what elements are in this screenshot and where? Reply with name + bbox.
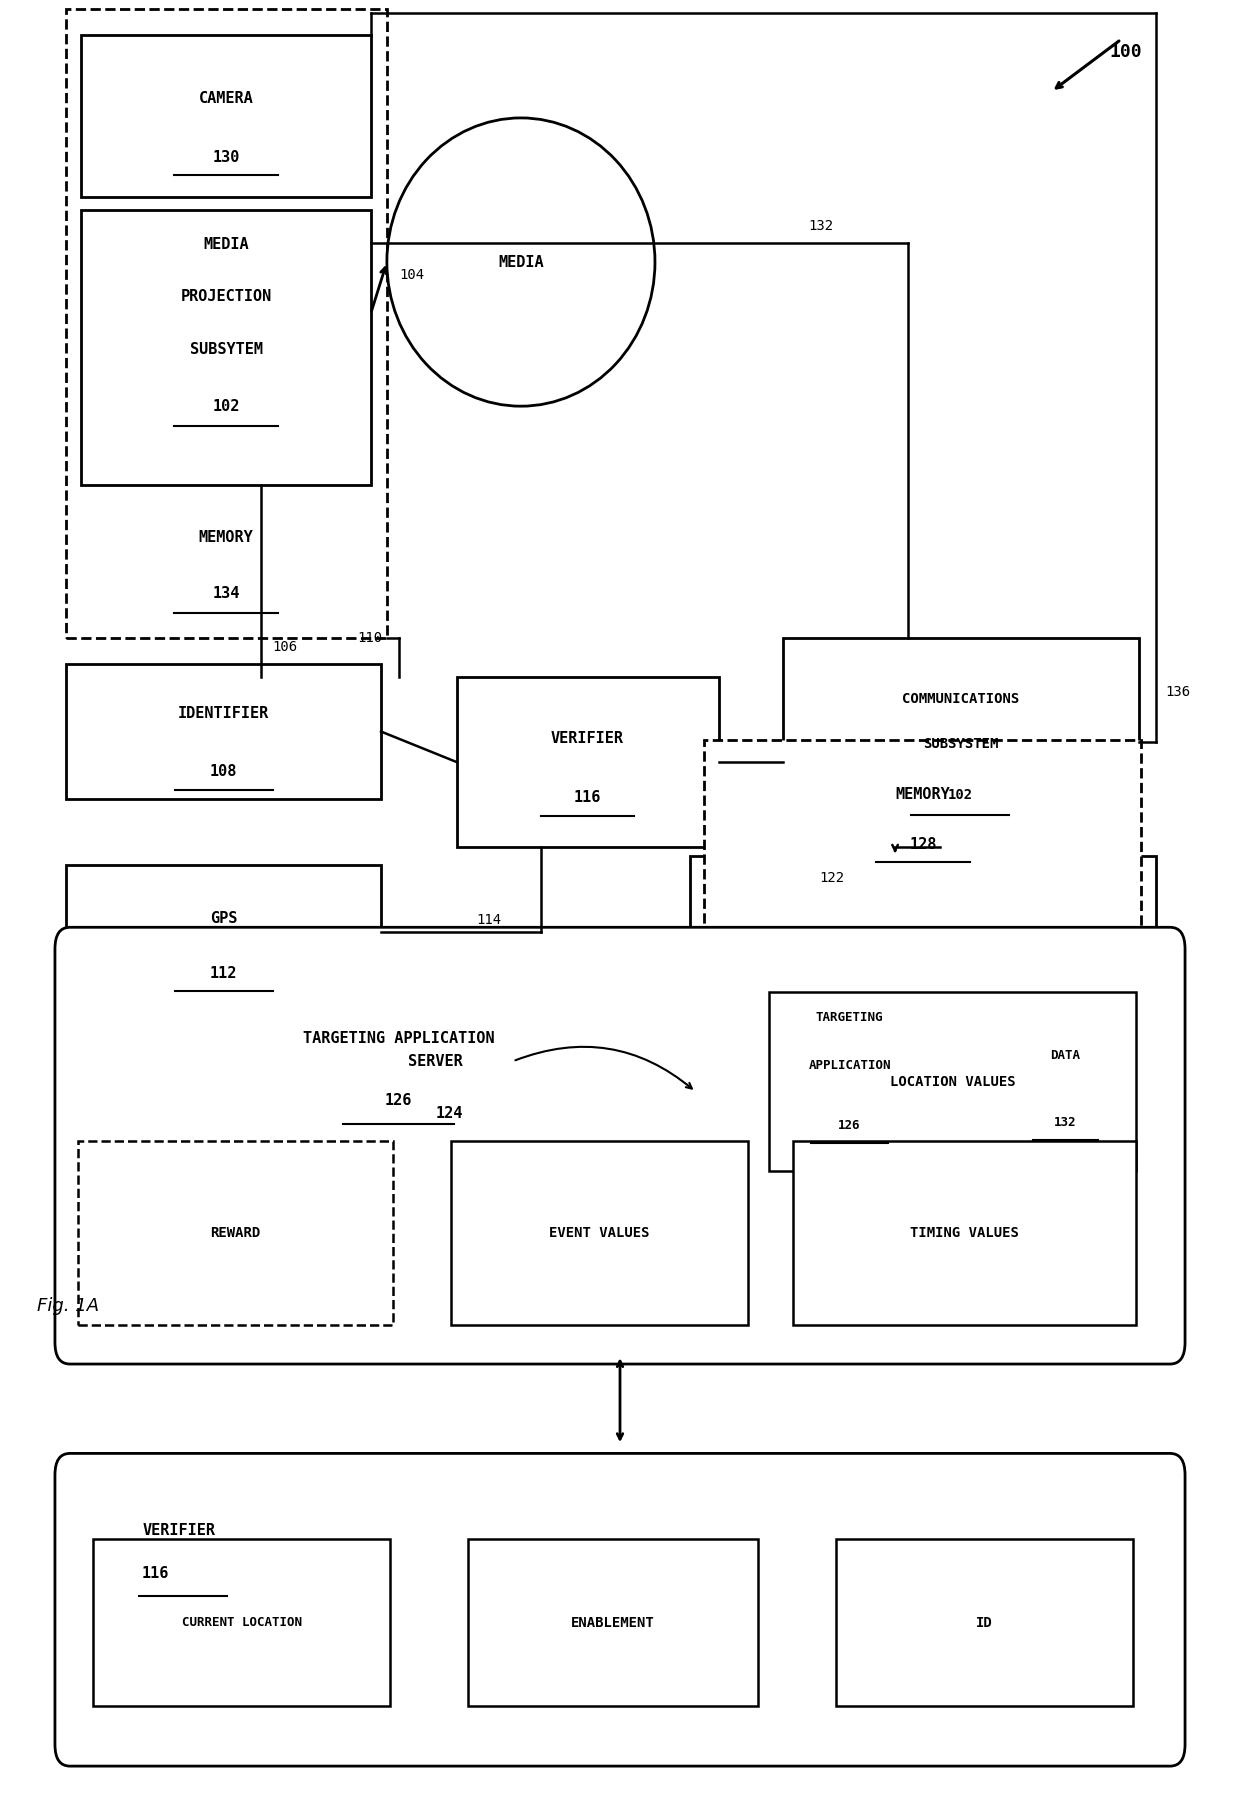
- Text: 102: 102: [947, 787, 973, 801]
- Text: 116: 116: [574, 791, 601, 805]
- Text: 104: 104: [399, 268, 425, 283]
- Text: 114: 114: [476, 913, 502, 928]
- Text: COMMUNICATIONS: COMMUNICATIONS: [901, 692, 1019, 706]
- Text: 108: 108: [210, 764, 237, 778]
- FancyBboxPatch shape: [55, 928, 1185, 1363]
- Text: MEDIA: MEDIA: [203, 238, 249, 252]
- FancyBboxPatch shape: [469, 1540, 758, 1706]
- FancyBboxPatch shape: [82, 209, 371, 484]
- Text: 128: 128: [909, 837, 936, 852]
- FancyBboxPatch shape: [451, 1142, 748, 1326]
- FancyBboxPatch shape: [769, 992, 1136, 1171]
- FancyBboxPatch shape: [67, 9, 387, 638]
- Ellipse shape: [387, 117, 655, 407]
- FancyBboxPatch shape: [711, 991, 988, 1196]
- Text: 132: 132: [1054, 1117, 1076, 1129]
- FancyBboxPatch shape: [784, 638, 1138, 846]
- Text: ID: ID: [976, 1615, 993, 1630]
- Text: IDENTIFIER: IDENTIFIER: [179, 706, 269, 720]
- Text: VERIFIER: VERIFIER: [143, 1524, 215, 1538]
- Text: 110: 110: [358, 630, 383, 645]
- Text: MEDIA: MEDIA: [498, 254, 543, 270]
- Text: 100: 100: [1110, 43, 1142, 61]
- FancyBboxPatch shape: [836, 1540, 1133, 1706]
- Text: 126: 126: [384, 1093, 412, 1108]
- Text: TARGETING: TARGETING: [816, 1010, 883, 1025]
- Text: 122: 122: [820, 872, 844, 886]
- Text: SUBSYSTEM: SUBSYSTEM: [923, 737, 998, 751]
- FancyBboxPatch shape: [82, 34, 371, 196]
- FancyBboxPatch shape: [704, 740, 1141, 974]
- Text: 112: 112: [210, 967, 237, 982]
- Text: 126: 126: [838, 1118, 861, 1131]
- Text: 116: 116: [143, 1565, 170, 1581]
- FancyBboxPatch shape: [996, 991, 1135, 1196]
- FancyBboxPatch shape: [67, 864, 381, 1000]
- Text: 106: 106: [273, 639, 298, 654]
- Text: ENABLEMENT: ENABLEMENT: [572, 1615, 655, 1630]
- Text: 130: 130: [212, 149, 239, 164]
- Text: SERVER: SERVER: [408, 1054, 463, 1068]
- Text: APPLICATION: APPLICATION: [808, 1059, 890, 1072]
- Text: 132: 132: [808, 218, 833, 232]
- Text: 136: 136: [1166, 686, 1190, 699]
- Text: SUBSYTEM: SUBSYTEM: [190, 342, 263, 357]
- FancyBboxPatch shape: [67, 665, 381, 800]
- Text: 134: 134: [212, 587, 239, 602]
- Text: REWARD: REWARD: [211, 1226, 260, 1241]
- FancyBboxPatch shape: [93, 1540, 391, 1706]
- FancyBboxPatch shape: [689, 855, 1156, 1219]
- Text: CAMERA: CAMERA: [198, 92, 253, 106]
- FancyBboxPatch shape: [78, 1142, 393, 1326]
- Text: CURRENT LOCATION: CURRENT LOCATION: [182, 1615, 301, 1630]
- Text: 102: 102: [212, 398, 239, 414]
- FancyBboxPatch shape: [456, 677, 719, 846]
- Text: TARGETING APPLICATION: TARGETING APPLICATION: [303, 1032, 495, 1046]
- FancyBboxPatch shape: [55, 1453, 1185, 1767]
- Text: Fig. 1A: Fig. 1A: [37, 1297, 99, 1315]
- Text: MEMORY: MEMORY: [895, 787, 950, 803]
- Text: PROJECTION: PROJECTION: [180, 290, 272, 304]
- Text: TIMING VALUES: TIMING VALUES: [910, 1226, 1019, 1241]
- Text: 124: 124: [435, 1106, 463, 1122]
- Text: GPS: GPS: [210, 911, 237, 926]
- Text: VERIFIER: VERIFIER: [551, 731, 624, 746]
- FancyBboxPatch shape: [792, 1142, 1136, 1326]
- Text: EVENT VALUES: EVENT VALUES: [549, 1226, 650, 1241]
- Text: LOCATION VALUES: LOCATION VALUES: [890, 1075, 1016, 1088]
- Text: DATA: DATA: [1050, 1048, 1080, 1061]
- Text: MEMORY: MEMORY: [198, 529, 253, 544]
